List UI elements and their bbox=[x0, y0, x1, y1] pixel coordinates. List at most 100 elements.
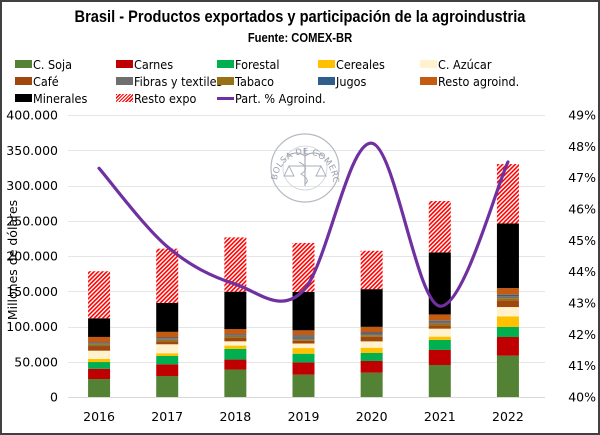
legend-label: Cereales bbox=[336, 56, 385, 72]
bar-segment bbox=[156, 339, 179, 342]
bar-segment bbox=[292, 340, 315, 344]
legend-item: Carnes bbox=[116, 56, 177, 72]
bar-segment bbox=[156, 355, 179, 365]
bar-segment bbox=[88, 342, 111, 344]
bar-stack-2016 bbox=[88, 271, 111, 397]
bar-segment bbox=[428, 252, 451, 315]
watermark-scale-right bbox=[315, 164, 327, 177]
line-series bbox=[97, 141, 510, 308]
y-axis-label: Millones de dólares bbox=[5, 200, 20, 320]
watermark-inner-ring bbox=[282, 145, 328, 191]
bar-segment bbox=[428, 201, 451, 253]
bar-segment bbox=[428, 321, 451, 324]
x-tick-label: 2021 bbox=[424, 409, 456, 424]
legend-label: Forestal bbox=[235, 56, 280, 72]
y-tick-label: 100.000 bbox=[6, 319, 58, 334]
legend-swatch bbox=[318, 60, 335, 68]
legend-item: Cereales bbox=[318, 56, 390, 72]
bar-segment bbox=[360, 336, 383, 342]
legend-swatch bbox=[15, 77, 32, 85]
legend-label: C. Azúcar bbox=[438, 56, 492, 72]
legend-swatch bbox=[217, 60, 234, 68]
bar-segment bbox=[428, 336, 451, 340]
bar-segment bbox=[88, 271, 111, 319]
bar-segment bbox=[156, 338, 179, 340]
bar-segment bbox=[496, 355, 519, 397]
bar-segment bbox=[360, 360, 383, 373]
legend-label: Part. % Agroind. bbox=[235, 90, 326, 106]
bar-segment bbox=[428, 339, 451, 350]
bar-segment bbox=[224, 369, 247, 397]
bar-segment bbox=[496, 326, 519, 338]
y-tick-label: 250.000 bbox=[6, 213, 58, 228]
legend-swatch bbox=[116, 60, 133, 68]
bar-segment bbox=[292, 242, 315, 292]
bar-segment bbox=[292, 339, 315, 341]
bar-segment bbox=[88, 368, 111, 380]
gridlines bbox=[68, 115, 545, 398]
y-axis-right: 40% 41% 42% 43% 44% 45% 46% 47% 48% 49% bbox=[568, 108, 596, 405]
legend-item: Fibras y textiles bbox=[116, 73, 232, 89]
legend-label: C. Soja bbox=[33, 56, 73, 72]
bar-segment bbox=[496, 223, 519, 289]
legend-label: Resto agroind. bbox=[438, 73, 520, 89]
bar-segment bbox=[496, 298, 519, 301]
bar-segment bbox=[428, 349, 451, 365]
legend-swatch bbox=[116, 94, 133, 102]
bar-segment bbox=[496, 337, 519, 356]
bar-segment bbox=[156, 353, 179, 356]
bar-segment bbox=[496, 294, 519, 297]
bar-segment bbox=[156, 248, 179, 303]
bar-segment bbox=[360, 289, 383, 327]
bar-segment bbox=[360, 347, 383, 354]
x-tick-label: 2017 bbox=[151, 409, 183, 424]
bar-segment bbox=[156, 364, 179, 376]
bar-stack-2020 bbox=[360, 250, 383, 397]
line-part-agroind bbox=[97, 141, 510, 308]
legend-item: Minerales bbox=[15, 90, 93, 106]
y2-tick-label: 47% bbox=[568, 170, 596, 185]
bar-segment bbox=[88, 343, 111, 345]
bar-segment bbox=[88, 336, 111, 343]
y2-tick-label: 46% bbox=[568, 202, 596, 217]
x-tick-label: 2020 bbox=[356, 409, 388, 424]
legend-label: Fibras y textiles bbox=[134, 73, 223, 89]
x-tick-label: 2022 bbox=[492, 409, 524, 424]
bar-segment bbox=[224, 336, 247, 338]
y2-tick-label: 41% bbox=[568, 358, 596, 373]
y2-tick-label: 42% bbox=[568, 327, 596, 342]
legend-label: Jugos bbox=[336, 73, 367, 89]
bar-segment bbox=[88, 362, 111, 369]
legend-item: Forestal bbox=[217, 56, 285, 72]
bar-stack-2017 bbox=[156, 248, 179, 397]
bar-segment bbox=[292, 330, 315, 336]
legend-swatch bbox=[116, 77, 133, 85]
bar-segment bbox=[224, 335, 247, 337]
legend-item: C. Azúcar bbox=[420, 56, 497, 72]
x-tick-label: 2019 bbox=[288, 409, 320, 424]
bar-segment bbox=[292, 374, 315, 397]
bar-segment bbox=[156, 337, 179, 339]
bar-segment bbox=[428, 325, 451, 329]
bar-segment bbox=[292, 353, 315, 363]
legend-item: Resto agroind. bbox=[420, 73, 528, 89]
bar-segment bbox=[156, 344, 179, 354]
bar-stack-2018 bbox=[224, 237, 247, 397]
bar-segment bbox=[292, 291, 315, 331]
x-axis: 2016 2017 2018 2019 2020 2021 2022 bbox=[83, 409, 524, 424]
bar-segment bbox=[292, 335, 315, 337]
watermark-scale-left bbox=[283, 164, 295, 177]
bar-segment bbox=[360, 333, 383, 336]
legend-swatch bbox=[15, 94, 32, 102]
bar-segment bbox=[496, 288, 519, 295]
bar-stack-2021 bbox=[428, 201, 451, 397]
legend-label: Resto expo bbox=[134, 90, 197, 106]
legend-label: Carnes bbox=[134, 56, 174, 72]
legend-item: Jugos bbox=[318, 73, 370, 89]
legend-swatch bbox=[318, 77, 335, 85]
bar-segment bbox=[292, 343, 315, 349]
bar-segment bbox=[224, 237, 247, 292]
bar-segment bbox=[224, 359, 247, 370]
y2-tick-label: 44% bbox=[568, 264, 596, 279]
